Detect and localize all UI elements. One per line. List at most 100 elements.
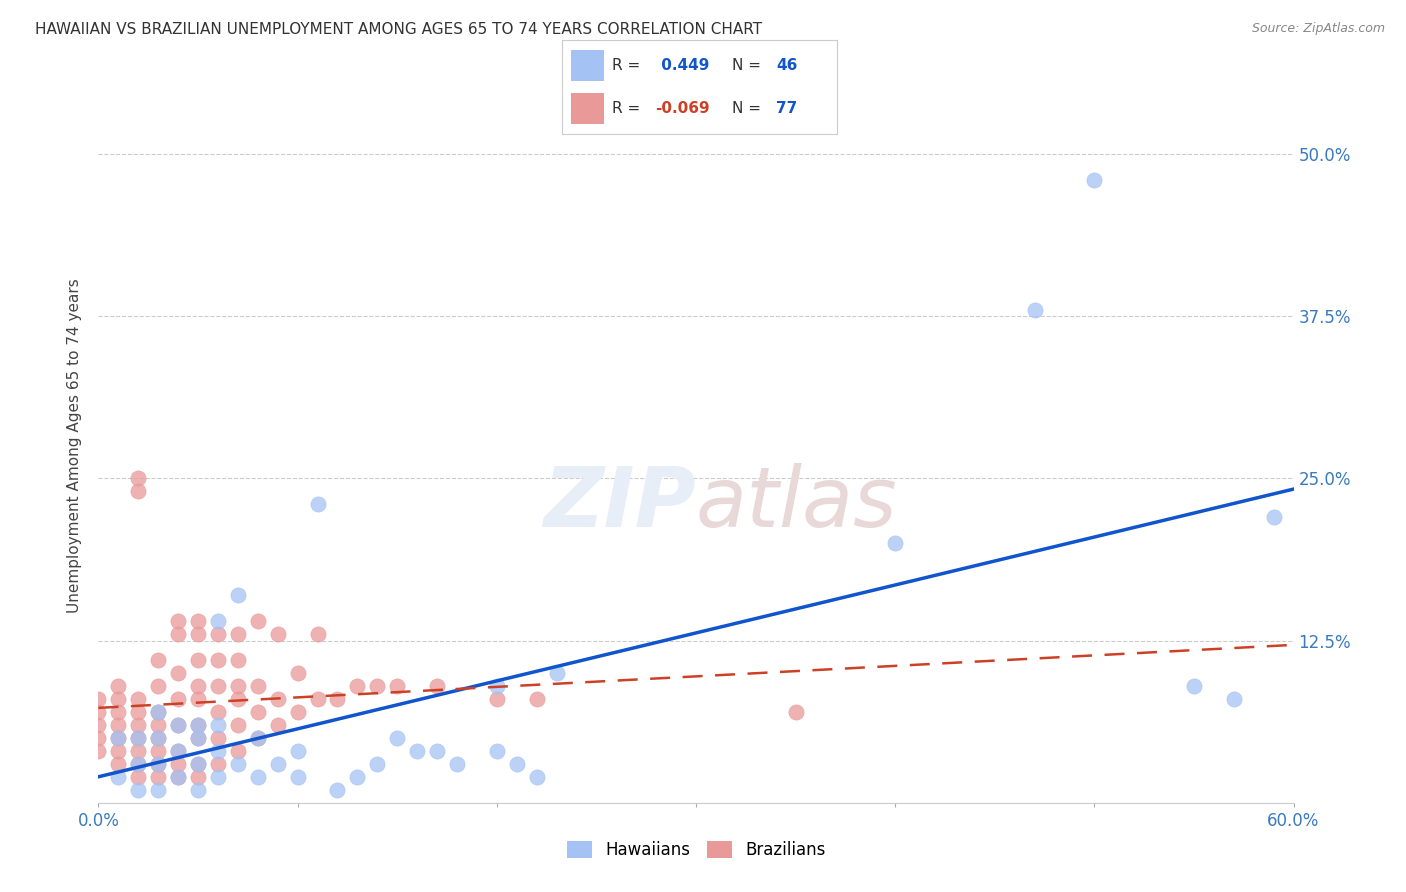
Point (485, 744, 508, 758)
Point (187, 718, 209, 732)
Text: N =: N = (733, 58, 762, 73)
Text: ZIP: ZIP (543, 463, 696, 543)
Point (127, 471, 149, 485)
Point (207, 627, 229, 641)
Point (366, 756, 388, 771)
Point (884, 536, 907, 550)
Point (148, 756, 170, 771)
Y-axis label: Unemployment Among Ages 65 to 74 years: Unemployment Among Ages 65 to 74 years (67, 278, 83, 614)
Point (107, 705, 129, 719)
Text: -0.069: -0.069 (655, 101, 710, 116)
Text: N =: N = (733, 101, 762, 116)
Point (107, 770, 129, 784)
Point (187, 756, 209, 771)
Text: HAWAIIAN VS BRAZILIAN UNEMPLOYMENT AMONG AGES 65 TO 74 YEARS CORRELATION CHART: HAWAIIAN VS BRAZILIAN UNEMPLOYMENT AMONG… (35, 22, 762, 37)
Point (148, 744, 170, 758)
Point (1083, 173, 1105, 187)
Point (167, 627, 190, 641)
Point (307, 627, 329, 641)
Point (446, 756, 468, 771)
Point (246, 731, 269, 745)
Point (207, 770, 229, 784)
Point (127, 731, 149, 745)
Text: atlas: atlas (696, 463, 897, 543)
Text: 46: 46 (776, 58, 797, 73)
Point (148, 718, 170, 732)
Point (127, 718, 149, 732)
Text: 0.449: 0.449 (655, 58, 709, 73)
Point (167, 614, 190, 628)
Point (207, 756, 229, 771)
Point (148, 770, 170, 784)
Text: R =: R = (612, 101, 640, 116)
Point (226, 627, 249, 641)
Point (246, 731, 269, 745)
Point (1024, 302, 1046, 317)
Point (148, 782, 170, 797)
Point (107, 692, 129, 706)
Point (506, 756, 529, 771)
Point (167, 692, 190, 706)
Point (226, 756, 249, 771)
Point (307, 692, 329, 706)
Point (87, 718, 110, 732)
Point (267, 718, 290, 732)
FancyBboxPatch shape (571, 93, 603, 125)
Point (127, 692, 149, 706)
Point (426, 679, 449, 693)
Point (127, 731, 149, 745)
Point (127, 756, 149, 771)
Point (207, 744, 229, 758)
Point (87, 705, 110, 719)
Point (287, 666, 309, 681)
Text: R =: R = (612, 58, 640, 73)
Point (226, 653, 249, 667)
Point (406, 744, 429, 758)
Point (207, 614, 229, 628)
Point (307, 497, 329, 511)
Point (127, 782, 149, 797)
Point (226, 679, 249, 693)
FancyBboxPatch shape (571, 49, 603, 81)
Point (127, 705, 149, 719)
Point (187, 614, 209, 628)
Point (207, 718, 229, 732)
Point (246, 770, 269, 784)
Point (187, 756, 209, 771)
Point (546, 666, 568, 681)
Point (107, 679, 129, 693)
Point (167, 744, 190, 758)
Point (148, 731, 170, 745)
Point (207, 653, 229, 667)
Point (287, 744, 309, 758)
Point (148, 756, 170, 771)
Point (226, 718, 249, 732)
Point (246, 614, 269, 628)
Point (167, 718, 190, 732)
Point (246, 705, 269, 719)
Point (326, 692, 349, 706)
Point (1182, 679, 1205, 693)
Point (187, 770, 209, 784)
Point (1223, 692, 1246, 706)
Point (107, 731, 129, 745)
Point (1263, 510, 1285, 524)
Point (287, 770, 309, 784)
Point (187, 692, 209, 706)
Point (127, 484, 149, 499)
Point (485, 692, 508, 706)
Point (187, 679, 209, 693)
Point (785, 705, 807, 719)
Point (287, 705, 309, 719)
Point (267, 756, 290, 771)
Point (346, 679, 368, 693)
Point (226, 744, 249, 758)
Point (526, 770, 548, 784)
Point (107, 731, 129, 745)
Point (187, 718, 209, 732)
Legend: Hawaiians, Brazilians: Hawaiians, Brazilians (560, 834, 832, 866)
Point (107, 718, 129, 732)
Point (207, 679, 229, 693)
Text: Source: ZipAtlas.com: Source: ZipAtlas.com (1251, 22, 1385, 36)
Point (87, 744, 110, 758)
